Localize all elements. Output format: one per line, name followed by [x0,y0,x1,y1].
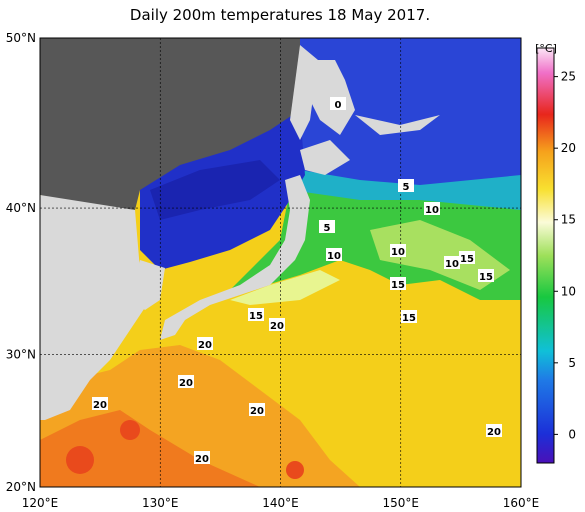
contour-label: 10 [326,248,342,262]
colorbar-tick-label: 5 [568,356,576,370]
contour-label: 20 [92,397,108,411]
contour-label-text: 15 [460,254,474,265]
x-tick-label: 140°E [262,496,299,510]
x-tick-label: 160°E [503,496,540,510]
contour-label-box [92,397,108,410]
colorbar-tick-label: 25 [561,70,576,84]
colorbar-tick-label: 0 [568,427,576,441]
contour-label-text: 20 [93,400,107,411]
contour-label-text: 5 [324,223,331,234]
contour-label-text: 10 [425,205,439,216]
contour-label-text: 20 [250,406,264,417]
contour-label-box [249,403,265,416]
map-field [40,38,521,487]
contour-label-text: 5 [403,182,410,193]
contour-label-text: 15 [479,272,493,283]
contour-label-box [178,375,194,388]
contour-label-text: 10 [445,259,459,270]
contour-label: 20 [197,337,213,351]
contour-label-box [401,310,417,323]
colorbar-tick-label: 15 [561,213,576,227]
title: Daily 200m temperatures 18 May 2017. [130,6,430,24]
colorbar [536,47,555,464]
contour-label: 20 [194,451,210,465]
contour-label-text: 15 [249,311,263,322]
contour-label-box [486,424,502,437]
contour-label-box [398,179,414,192]
x-tick-label: 120°E [22,496,59,510]
contour-label: 20 [178,375,194,389]
contour-label-text: 10 [327,251,341,262]
contour-label-text: 20 [198,340,212,351]
x-tick-label: 150°E [383,496,420,510]
x-tick-label: 130°E [142,496,179,510]
contour-label: 20 [269,318,285,332]
contour-label-box [194,451,210,464]
contour-label: 20 [486,424,502,438]
y-tick-label: 30°N [6,348,36,362]
contour-label-text: 0 [335,100,342,111]
contour-label-box [390,244,406,257]
contour-label-text: 20 [270,321,284,332]
contour-label: 0 [330,97,346,111]
y-tick-label: 40°N [6,201,36,215]
contour-label: 5 [319,220,335,234]
contour-label: 10 [444,256,460,270]
contour-label-box [269,318,285,331]
contour-label-box [478,269,494,282]
contour-label-text: 20 [179,378,193,389]
colorbar-tick-label: 10 [561,284,576,298]
contour-label-text: 15 [391,280,405,291]
contour-label: 20 [249,403,265,417]
contour-label: 5 [398,179,414,193]
contour-label-box [330,97,346,110]
contour-label-text: 15 [402,313,416,324]
contour-label-box [197,337,213,350]
contour-label-box [390,277,406,290]
colorbar-unit: [°C] [535,42,557,55]
contour-label-text: 20 [487,427,501,438]
contour-label: 15 [248,308,264,322]
contour-label-text: 20 [195,454,209,465]
colorbar-tick-label: 20 [561,141,576,155]
contour-label: 15 [401,310,417,324]
contour-label-box [248,308,264,321]
contour-label: 15 [390,277,406,291]
contour-label: 15 [459,251,475,265]
contour-label-text: 10 [391,247,405,258]
contour-label-box [326,248,342,261]
contour-label: 10 [390,244,406,258]
contour-label-box [444,256,460,269]
contour-label-box [319,220,335,233]
contour-label-box [424,202,440,215]
y-tick-label: 20°N [6,480,36,494]
contour-label-box [459,251,475,264]
contour-label: 15 [478,269,494,283]
contour-label: 10 [424,202,440,216]
y-tick-label: 50°N [6,31,36,45]
